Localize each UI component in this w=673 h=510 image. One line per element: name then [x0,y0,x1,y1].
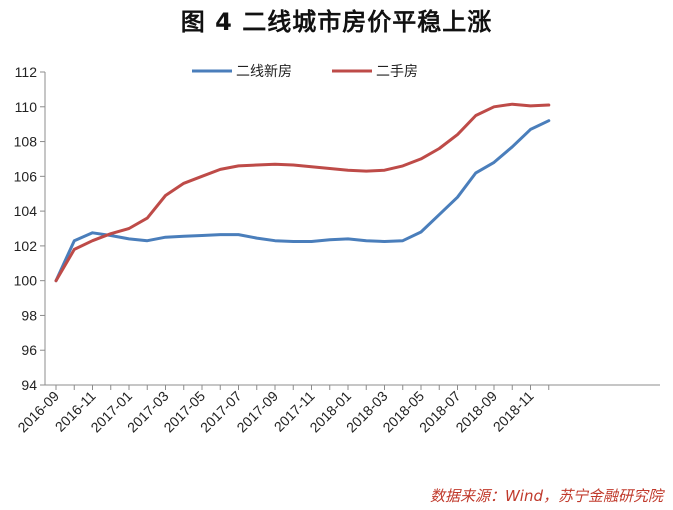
x-tick-label: 2018-09 [452,388,500,436]
series-lines [54,102,551,283]
legend: 二线新房 二手房 [192,64,418,80]
chart-axes [44,72,660,386]
y-tick-label: 96 [21,342,37,358]
y-tick-label: 102 [14,238,38,254]
legend-label-1: 二线新房 [236,64,292,80]
y-tick-label: 104 [14,203,38,219]
x-axis-ticks: 2016-092016-112017-012017-032017-052017-… [14,385,550,436]
y-axis-ticks: 94 96 98 100 102 104 106 108 110 112 [14,64,45,393]
y-tick-label: 110 [15,99,38,115]
x-tick-label: 2016-09 [14,388,62,436]
series-line-2 [54,102,551,283]
y-tick-label: 98 [21,307,37,323]
x-tick-label: 2017-09 [233,388,281,436]
y-tick-label: 100 [14,273,38,289]
chart-title: 图 4 二线城市房价平稳上涨 [180,8,493,36]
legend-label-2: 二手房 [376,64,418,80]
y-tick-label: 106 [14,168,38,184]
y-tick-label: 112 [15,64,38,80]
source-note: 数据来源：Wind，苏宁金融研究院 [429,487,663,505]
y-tick-label: 108 [14,134,38,150]
series-line-1 [54,119,551,283]
y-tick-label: 94 [21,377,37,393]
x-tick-label: 2018-11 [490,388,537,435]
